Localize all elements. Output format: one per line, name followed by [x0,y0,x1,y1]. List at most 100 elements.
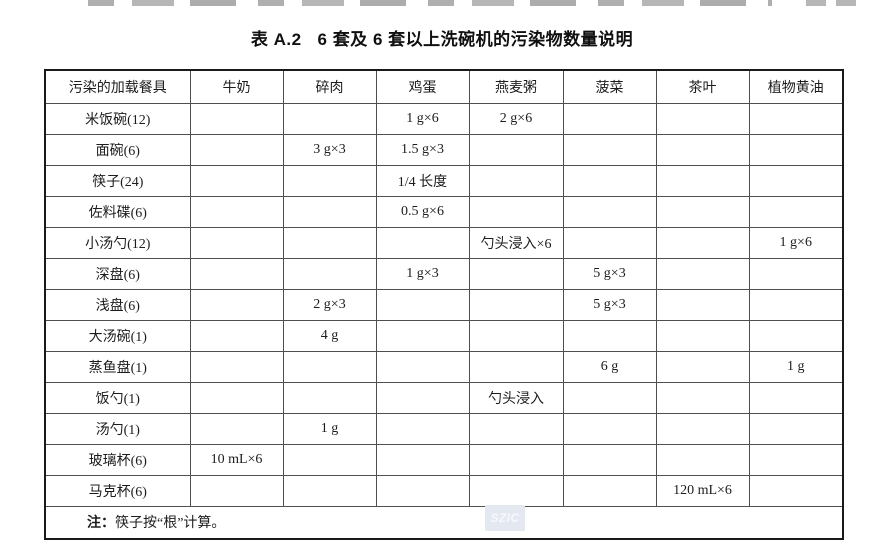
table-cell [468,319,564,352]
table-row: 佐料碟(6) 0.5 g×6 [44,195,844,228]
table-cell [655,443,750,476]
table-cell [189,164,284,197]
table-cell: 1 g×3 [375,257,470,290]
table-cell [189,381,284,414]
table-cell: 1 g×6 [375,102,470,135]
table-cell [562,381,657,414]
table-cell [375,443,470,476]
table-cell [375,474,470,507]
table-cell [189,412,284,445]
row-label: 米饭碗(12) [44,102,191,135]
table-cell [562,443,657,476]
row-label: 深盘(6) [44,257,191,290]
table-row: 面碗(6) 3 g×3 1.5 g×3 [44,133,844,166]
row-label: 小汤勺(12) [44,226,191,259]
column-header: 茶叶 [655,69,750,104]
note-text: 筷子按“根”计算。 [115,516,226,532]
table-cell: 5 g×3 [562,257,657,290]
column-header-dishware: 污染的加载餐具 [44,69,191,104]
table-cell [468,350,564,383]
table-cell [468,288,564,321]
row-label: 汤勺(1) [44,412,191,445]
table-cell [748,443,844,476]
table-cell [189,226,284,259]
table-cell [562,226,657,259]
table-note: 注：筷子按“根”计算。 [44,505,844,540]
column-header: 碎肉 [282,69,377,104]
table-cell [282,381,377,414]
table-cell [375,350,470,383]
column-header: 菠菜 [562,69,657,104]
table-cell [375,319,470,352]
table-cell [655,102,750,135]
table-cell [282,257,377,290]
table-note-row: 注：筷子按“根”计算。 [44,505,844,540]
column-header: 鸡蛋 [375,69,470,104]
row-label: 蒸鱼盘(1) [44,350,191,383]
table-cell [562,474,657,507]
table-caption: 6 套及 6 套以上洗碗机的污染物数量说明 [317,30,634,49]
table-cell [562,164,657,197]
table-row: 筷子(24) 1/4 长度 [44,164,844,197]
table-cell [282,164,377,197]
table-cell [468,474,564,507]
table-cell [189,350,284,383]
table-cell: 1/4 长度 [375,164,470,197]
table-cell: 1 g [748,350,844,383]
table-cell: 1 g [282,412,377,445]
table-cell [562,412,657,445]
row-label: 浅盘(6) [44,288,191,321]
table-cell: 2 g×3 [282,288,377,321]
table-cell [189,474,284,507]
table-cell [562,102,657,135]
table-cell [468,164,564,197]
table-cell [468,412,564,445]
table-cell [189,195,284,228]
table-cell [468,195,564,228]
table-cell [655,319,750,352]
table-cell [655,350,750,383]
table-cell [748,257,844,290]
cropped-text-fragments [806,0,864,6]
table-cell [282,350,377,383]
table-cell [748,319,844,352]
table-cell: 勺头浸入×6 [468,226,564,259]
table-row: 大汤碗(1) 4 g [44,319,844,352]
table-cell [189,288,284,321]
table-cell [282,102,377,135]
table-cell: 勺头浸入 [468,381,564,414]
table-cell [189,133,284,166]
table-cell [655,226,750,259]
table-row: 玻璃杯(6) 10 mL×6 [44,443,844,476]
row-label: 佐料碟(6) [44,195,191,228]
table-cell [562,319,657,352]
table-cell [282,443,377,476]
table-cell [748,381,844,414]
table-cell [748,164,844,197]
row-label: 大汤碗(1) [44,319,191,352]
table-cell [748,474,844,507]
table-row: 深盘(6) 1 g×3 5 g×3 [44,257,844,290]
column-header: 牛奶 [189,69,284,104]
column-header: 燕麦粥 [468,69,564,104]
table-cell: 3 g×3 [282,133,377,166]
table-cell [562,133,657,166]
table-cell [282,474,377,507]
table-cell [748,133,844,166]
table-cell: 2 g×6 [468,102,564,135]
table-cell [562,195,657,228]
table-cell: 10 mL×6 [189,443,284,476]
table-cell [375,412,470,445]
table-row: 汤勺(1) 1 g [44,412,844,445]
table-cell [655,164,750,197]
table-cell [748,412,844,445]
cropped-text-fragments [88,0,772,6]
row-label: 饭勺(1) [44,381,191,414]
table-row: 小汤勺(12) 勺头浸入×6 1 g×6 [44,226,844,259]
table-cell [375,288,470,321]
table-row: 马克杯(6) 120 mL×6 [44,474,844,507]
row-label: 玻璃杯(6) [44,443,191,476]
note-label: 注： [87,516,115,532]
table-cell [189,319,284,352]
